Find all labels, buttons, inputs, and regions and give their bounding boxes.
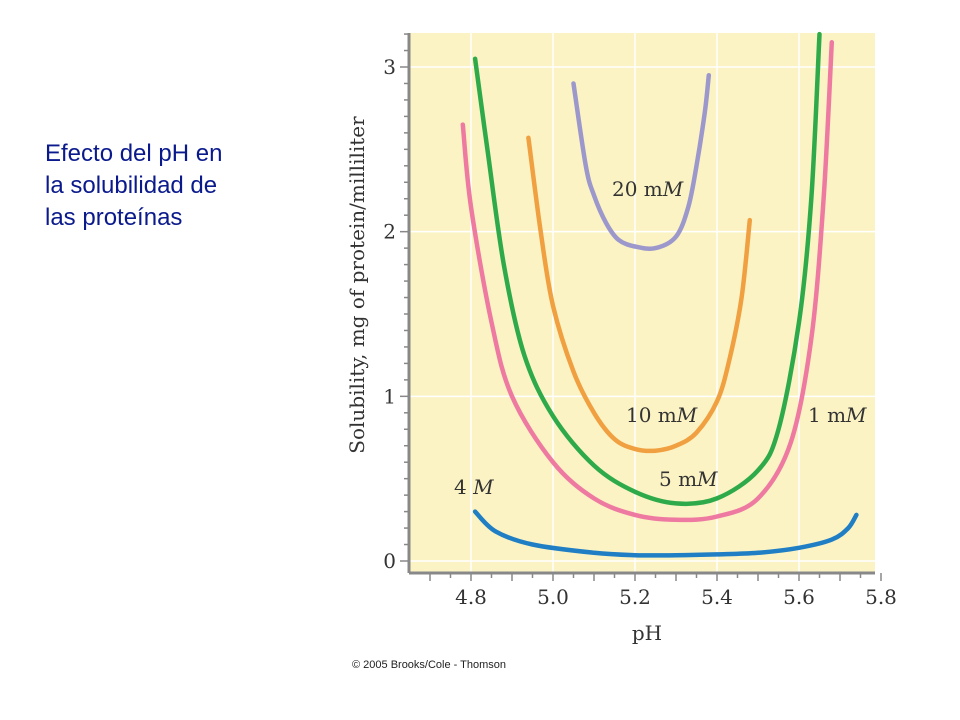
y-tick-label-0: 0 <box>383 549 396 573</box>
axes: 4.8 5.0 5.2 5.4 5.6 5.8 0 1 2 3 <box>383 33 897 609</box>
series-label-4M: 4 M <box>454 475 494 499</box>
x-tick-label-5: 5.8 <box>865 585 897 609</box>
y-axis-label: Solubility, mg of protein/milliliter <box>345 116 369 454</box>
series-layer <box>460 31 859 558</box>
series-curve-1 <box>526 135 753 454</box>
series-curve-3 <box>460 40 835 523</box>
y-tick-label-1: 1 <box>383 384 396 408</box>
series-curve-0 <box>571 72 712 252</box>
x-tick-label-3: 5.4 <box>701 585 733 609</box>
series-label-20mM: 20 mM <box>612 177 684 201</box>
x-tick-label-1: 5.0 <box>537 585 569 609</box>
series-label-5mM: 5 mM <box>659 467 718 491</box>
x-tick-label-0: 4.8 <box>455 585 487 609</box>
y-tick-label-3: 3 <box>383 55 396 79</box>
series-curve-4 <box>472 509 859 558</box>
copyright-notice: © 2005 Brooks/Cole - Thomson <box>352 659 507 671</box>
slide-title: Efecto del pH en la solubilidad de las p… <box>45 140 223 231</box>
series-label-10mM: 10 mM <box>626 403 698 427</box>
x-axis-label: pH <box>632 621 662 645</box>
x-tick-label-4: 5.6 <box>783 585 815 609</box>
series-label-1mM: 1 mM <box>808 403 867 427</box>
series-curve-2 <box>472 31 822 507</box>
y-tick-label-2: 2 <box>383 220 396 244</box>
x-tick-label-2: 5.2 <box>619 585 651 609</box>
